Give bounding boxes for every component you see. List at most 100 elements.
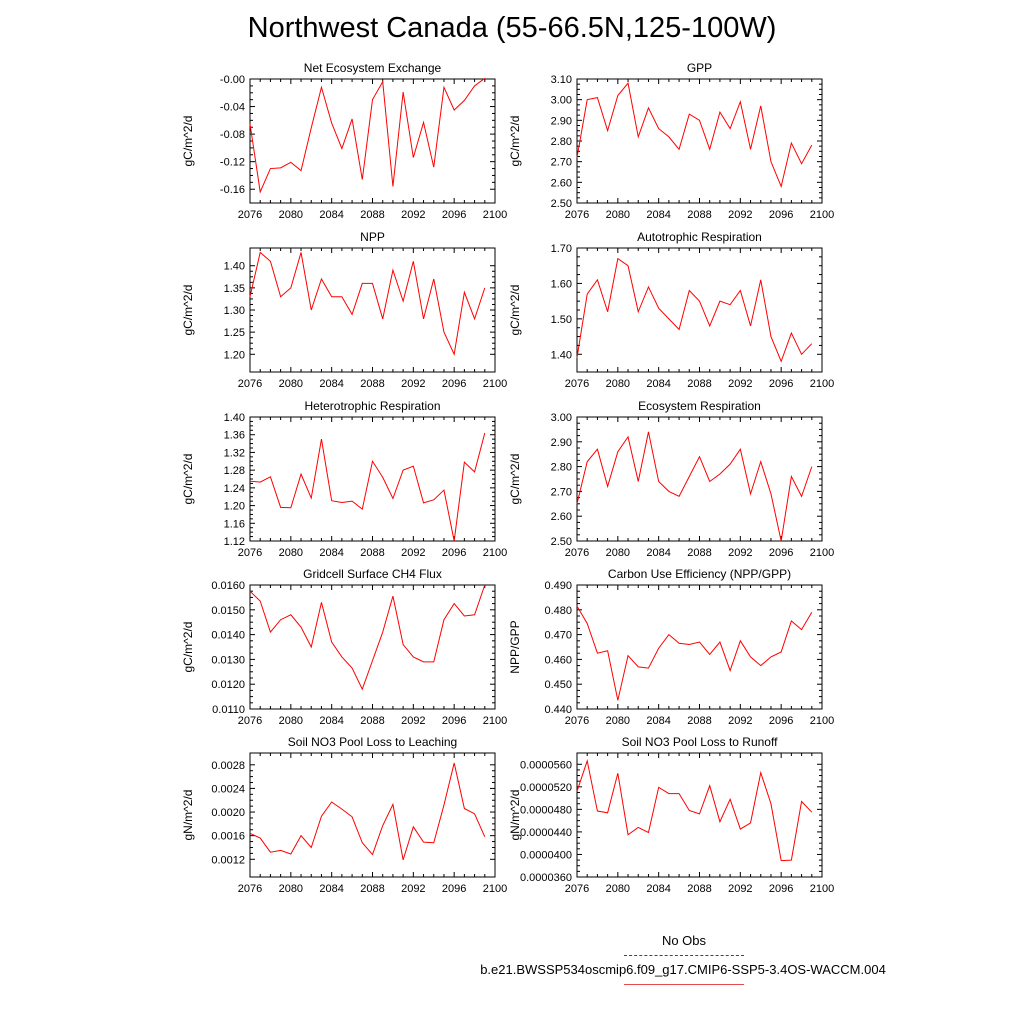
- x-tick-label: 2092: [728, 547, 752, 559]
- y-tick-label: 1.35: [224, 283, 245, 295]
- y-tick-label: 2.80: [551, 136, 572, 148]
- x-tick-label: 2092: [728, 378, 752, 390]
- x-tick-label: 2092: [401, 547, 425, 559]
- panel-5: Heterotrophic Respiration gC/m^2/d 2076 208…: [181, 399, 507, 559]
- x-tick-label: 2096: [769, 209, 793, 221]
- y-tick-label: 1.70: [551, 243, 572, 255]
- series-line: [249, 584, 486, 691]
- panel-3: NPP gC/m^2/d 2076 2080 2084 2088 2092 2096 2100 1…: [181, 230, 507, 390]
- x-tick-label: 2088: [687, 378, 711, 390]
- y-tick-label: 0.0120: [211, 679, 245, 691]
- x-tick-label: 2088: [360, 883, 384, 895]
- panel-title: Net Ecosystem Exchange: [304, 61, 442, 75]
- x-tick-label: 2080: [279, 715, 303, 727]
- y-axis-label: gC/m^2/d: [508, 454, 522, 505]
- y-tick-label: 1.16: [224, 518, 245, 530]
- x-tick-label: 2092: [728, 883, 752, 895]
- plot-frame: [576, 752, 823, 878]
- y-tick-label: -0.04: [220, 102, 245, 114]
- x-tick-label: 2100: [483, 715, 507, 727]
- x-tick-label: 2076: [238, 547, 262, 559]
- y-tick-label: 0.0150: [211, 605, 245, 617]
- y-axis-label: gC/m^2/d: [181, 622, 195, 673]
- y-tick-label: 0.460: [544, 654, 572, 666]
- y-axis-label: gC/m^2/d: [181, 454, 195, 505]
- x-tick-label: 2084: [646, 209, 670, 221]
- x-tick-label: 2088: [360, 547, 384, 559]
- x-tick-label: 2080: [279, 378, 303, 390]
- y-tick-label: 2.50: [551, 536, 572, 548]
- x-tick-label: 2100: [483, 378, 507, 390]
- y-tick-label: 1.20: [224, 349, 245, 361]
- y-axis-label: NPP/GPP: [508, 620, 522, 673]
- panel-7: Gridcell Surface CH4 Flux gC/m^2/d 2076 208…: [181, 567, 507, 727]
- x-tick-label: 2076: [238, 209, 262, 221]
- x-tick-label: 2100: [810, 715, 834, 727]
- x-tick-label: 2088: [360, 715, 384, 727]
- x-tick-label: 2080: [606, 378, 630, 390]
- y-tick-label: 0.0000560: [520, 759, 572, 771]
- plot-frame: [249, 584, 496, 710]
- plot-frame: [576, 416, 823, 542]
- x-tick-label: 2088: [360, 378, 384, 390]
- y-tick-label: 0.0000480: [520, 804, 572, 816]
- x-tick-label: 2080: [606, 209, 630, 221]
- x-tick-label: 2100: [810, 209, 834, 221]
- panel-title: Ecosystem Respiration: [638, 399, 761, 413]
- x-tick-label: 2096: [769, 883, 793, 895]
- y-tick-label: -0.12: [220, 157, 245, 169]
- y-axis-label: gC/m^2/d: [181, 285, 195, 336]
- x-tick-label: 2080: [606, 547, 630, 559]
- x-tick-label: 2088: [687, 883, 711, 895]
- page-title: Northwest Canada (55-66.5N,125-100W): [247, 12, 777, 44]
- x-tick-label: 2088: [687, 715, 711, 727]
- panel-title: Soil NO3 Pool Loss to Leaching: [288, 735, 457, 749]
- x-tick-label: 2100: [810, 883, 834, 895]
- panel-4: Autotrophic Respiration gC/m^2/d 2076 2080 2…: [508, 230, 834, 390]
- y-tick-label: -0.00: [220, 74, 245, 86]
- y-tick-label: 2.90: [551, 115, 572, 127]
- x-tick-label: 2096: [769, 547, 793, 559]
- x-tick-label: 2076: [565, 378, 589, 390]
- y-tick-label: 1.30: [224, 305, 245, 317]
- x-tick-label: 2096: [442, 209, 466, 221]
- plot-frame: [576, 247, 823, 373]
- x-tick-label: 2088: [687, 547, 711, 559]
- x-tick-label: 2084: [319, 883, 343, 895]
- x-tick-label: 2100: [810, 378, 834, 390]
- legend-obs-line: [624, 955, 744, 956]
- y-tick-label: 0.0000360: [520, 872, 572, 884]
- x-tick-label: 2096: [442, 883, 466, 895]
- panel-title: GPP: [687, 61, 712, 75]
- x-tick-label: 2084: [646, 547, 670, 559]
- panel-6: Ecosystem Respiration gC/m^2/d 2076 2080 208…: [508, 399, 834, 559]
- series-line: [576, 81, 813, 189]
- y-axis-label: gN/m^2/d: [181, 790, 195, 841]
- y-tick-label: 0.490: [544, 580, 572, 592]
- legend-run-line: [624, 984, 744, 985]
- panel-9: Soil NO3 Pool Loss to Leaching gN/m^2/d 20…: [181, 735, 507, 895]
- x-tick-label: 2092: [401, 883, 425, 895]
- panel-title: Soil NO3 Pool Loss to Runoff: [622, 735, 779, 749]
- series-line: [249, 762, 486, 861]
- x-tick-label: 2092: [401, 378, 425, 390]
- series-line: [576, 257, 813, 363]
- legend-run-label: b.e21.BWSSP534oscmip6.f09_g17.CMIP6-SSP5…: [480, 962, 886, 977]
- y-tick-label: 0.440: [544, 704, 572, 716]
- panel-8: Carbon Use Efficiency (NPP/GPP) NPP/GPP 20…: [508, 567, 834, 727]
- y-tick-label: 2.90: [551, 437, 572, 449]
- panel-title: Gridcell Surface CH4 Flux: [303, 567, 442, 581]
- series-line: [249, 432, 486, 542]
- series-line: [249, 77, 486, 194]
- y-tick-label: 0.0160: [211, 580, 245, 592]
- plot-frame: [249, 416, 496, 542]
- panel-1: Net Ecosystem Exchange gC/m^2/d 2076 2080 20…: [181, 61, 507, 221]
- y-tick-label: 1.36: [224, 430, 245, 442]
- y-tick-label: 0.450: [544, 679, 572, 691]
- y-tick-label: 3.00: [551, 412, 572, 424]
- x-tick-label: 2080: [279, 209, 303, 221]
- y-tick-label: 0.0000400: [520, 849, 572, 861]
- x-tick-label: 2084: [319, 378, 343, 390]
- x-tick-label: 2076: [238, 715, 262, 727]
- y-tick-label: 0.470: [544, 630, 572, 642]
